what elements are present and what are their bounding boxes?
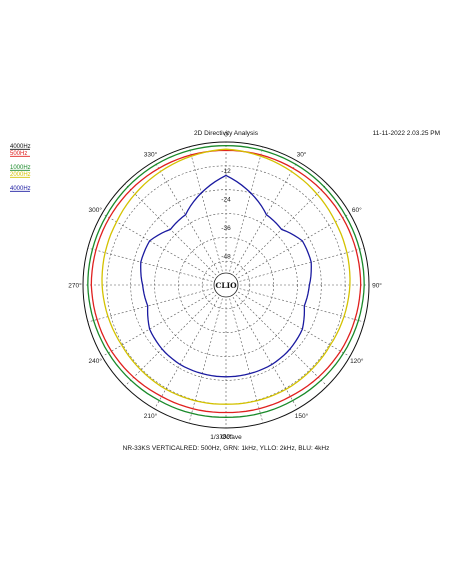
logo-text: CLIO [215,281,237,290]
grid-spoke [102,213,218,281]
legend-item: 4000Hz [10,186,31,192]
grid-spoke [234,213,350,281]
grid-spoke [154,161,222,277]
grid-spoke [87,247,217,283]
polar-grid [82,141,370,429]
grid-spoke [124,291,220,387]
grid-spoke [87,287,217,323]
legend-item: 4000Hz [10,144,31,150]
angle-tick-label: 270° [68,281,82,289]
series-line-1000Hz [87,144,365,418]
series-line-4000Hz [140,174,312,378]
radial-tick-label: -36 [221,225,231,232]
footer-description: NR-33KS VERTICALRED: 500Hz, GRN: 1kHz, Y… [123,445,330,452]
legend-item: 500Hz [10,151,27,157]
grid-spoke [230,161,298,277]
angle-tick-label: 300° [88,206,102,214]
grid-spoke [124,183,220,279]
radial-tick-label: -12 [221,168,231,175]
grid-spoke [232,291,328,387]
angle-tick-label: 0 [224,131,228,138]
legend-item: 2000Hz [10,172,31,178]
angle-tick-label: 150° [295,412,309,420]
radial-tick-label: -48 [221,254,231,261]
series-line-2000Hz [101,148,351,405]
angle-tick-label: 30° [297,151,307,159]
timestamp: 11-11-2022 2.03.25 PM [373,130,440,137]
angle-tick-label: 90° [372,281,382,289]
grid-spoke [232,183,328,279]
angle-tick-label: 120° [350,357,364,365]
angle-tick-label: 210° [144,412,158,420]
chart-title: 2D Directivity Analysis [194,130,259,137]
angle-tick-label: 60° [352,206,362,214]
series-line-500Hz [90,149,362,414]
angle-tick-label: 180° [219,432,233,440]
series-layer [87,144,365,418]
legend-item: 1000Hz [10,165,31,171]
resolution-label: 1/3 Octave [210,434,242,441]
logo-badge [213,272,239,298]
angle-tick-label: 240° [88,357,102,365]
tick-labels: 0 30° 60° 90° 120° 150° 180° 210° 240° 270° 300° 33… [68,131,382,440]
angle-tick-label: 330° [144,151,158,159]
grid-spoke [235,287,365,323]
radial-tick-label: -24 [221,197,231,204]
